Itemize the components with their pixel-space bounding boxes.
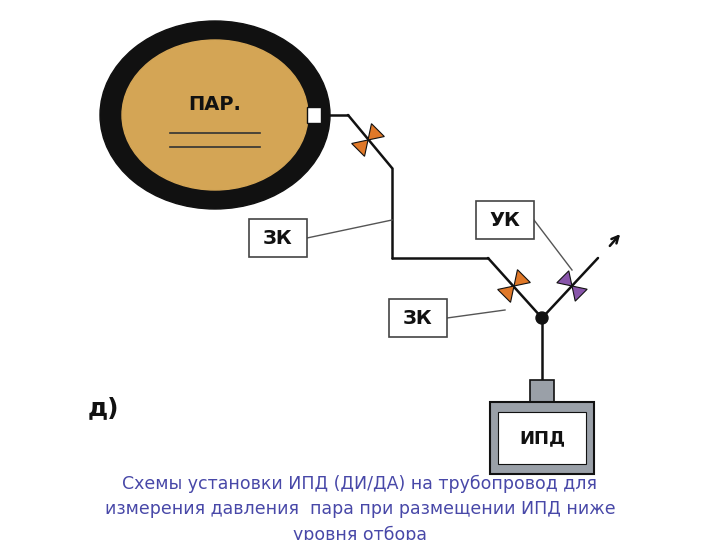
Text: УК: УК	[490, 211, 521, 229]
Text: Схемы установки ИПД (ДИ/ДА) на трубопровод для
измерения давления  пара при разм: Схемы установки ИПД (ДИ/ДА) на трубопров…	[104, 475, 616, 540]
Bar	[476, 201, 534, 239]
Bar	[530, 380, 554, 402]
Polygon shape	[498, 286, 514, 302]
Polygon shape	[572, 286, 588, 301]
Ellipse shape	[100, 21, 330, 209]
Circle shape	[536, 312, 548, 324]
Polygon shape	[368, 124, 384, 140]
Polygon shape	[557, 271, 572, 286]
Polygon shape	[351, 140, 368, 157]
Text: ИПД: ИПД	[519, 429, 565, 447]
Bar	[490, 402, 594, 474]
Text: ЗК: ЗК	[263, 228, 293, 247]
Polygon shape	[514, 269, 531, 286]
Text: ПАР.: ПАР.	[189, 96, 241, 114]
Text: д): д)	[88, 396, 120, 420]
Bar	[249, 219, 307, 257]
Text: ЗК: ЗК	[403, 308, 433, 327]
Bar	[307, 107, 321, 123]
Bar	[389, 299, 447, 337]
Bar	[498, 412, 586, 464]
Ellipse shape	[122, 40, 308, 190]
